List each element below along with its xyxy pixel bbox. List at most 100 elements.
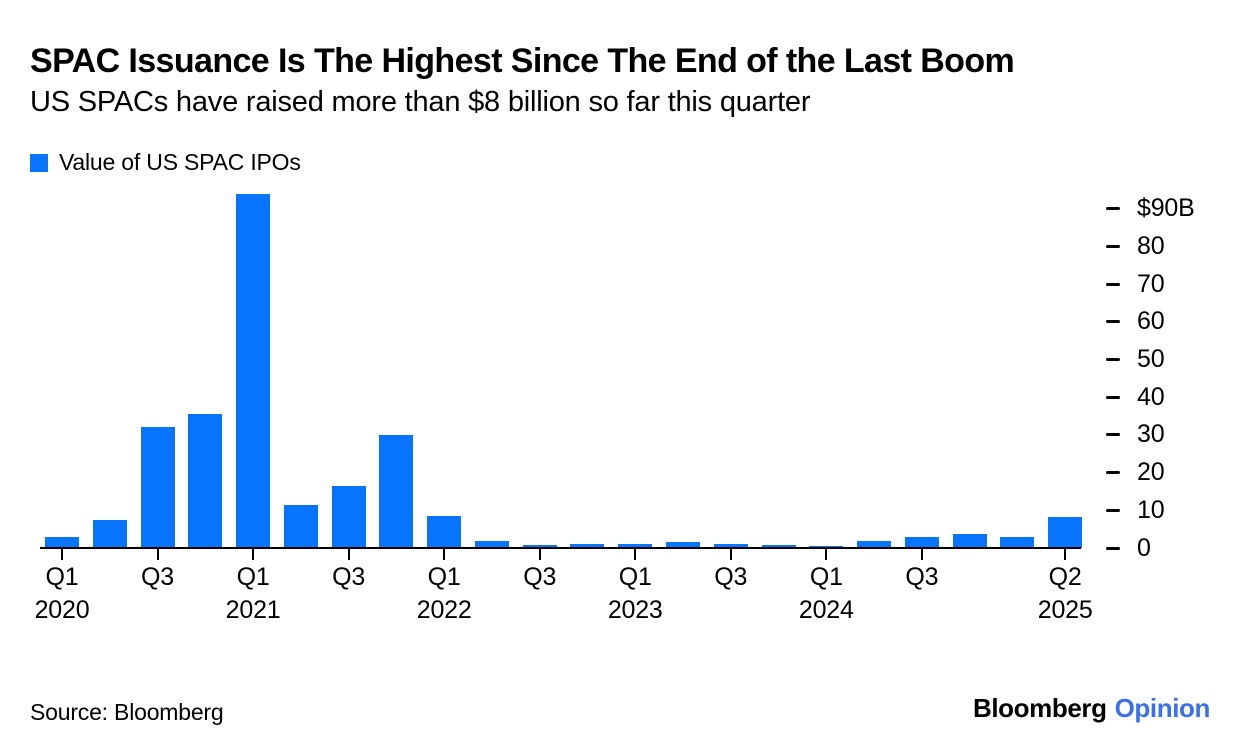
x-axis-line	[40, 547, 1081, 549]
y-axis-tick-80: 80	[1106, 231, 1165, 261]
bar-q4-2023	[761, 545, 796, 548]
y-axis-tick-label: 30	[1137, 420, 1165, 449]
x-axis-label-quarter: Q3	[714, 563, 748, 591]
source-note: Source: Bloomberg	[30, 699, 224, 725]
x-axis-label-q3: Q3	[485, 561, 595, 594]
x-axis-label-quarter: Q1	[618, 563, 652, 591]
x-axis-label-quarter: Q3	[141, 563, 174, 591]
y-axis-tick-label: 70	[1137, 269, 1165, 298]
bar-q3-2023	[713, 543, 748, 548]
y-axis-tick-90: $90B	[1106, 194, 1195, 224]
y-axis-tick-label: 0	[1137, 533, 1151, 562]
x-axis-tick	[443, 549, 446, 560]
y-axis-tick-dash	[1106, 244, 1120, 248]
logo-opinion: Opinion	[1114, 693, 1211, 723]
bar-q1-2021	[236, 193, 271, 548]
x-axis-label-quarter: Q3	[905, 563, 939, 591]
x-axis-label-q3: Q3	[103, 561, 213, 594]
x-axis-tick	[538, 549, 541, 560]
x-axis-label-year: 2021	[225, 596, 281, 624]
y-axis-tick-dash	[1106, 508, 1120, 512]
chart-title: SPAC Issuance Is The Highest Since The E…	[30, 42, 1015, 80]
x-axis-tick	[1064, 549, 1067, 560]
y-axis-tick-label: 60	[1137, 307, 1165, 336]
logo-bloomberg: Bloomberg	[972, 693, 1107, 723]
x-axis-label-quarter: Q1	[236, 563, 270, 591]
y-axis-tick-70: 70	[1106, 269, 1165, 299]
y-axis-tick-dash	[1106, 471, 1120, 475]
x-axis-label-quarter: Q3	[332, 563, 366, 591]
y-axis-tick-0: 0	[1106, 533, 1151, 563]
y-axis-tick-10: 10	[1106, 495, 1165, 525]
y-axis-tick-30: 30	[1106, 420, 1165, 450]
x-axis-label-year: 2024	[798, 596, 854, 624]
x-axis-label-q3: Q3	[294, 561, 404, 594]
bar-q1-2022	[427, 515, 462, 548]
bar-q4-2021	[379, 434, 414, 548]
x-axis-label-quarter: Q1	[427, 563, 461, 591]
bar-q2-2022	[474, 541, 509, 548]
y-axis-tick-dash	[1106, 358, 1120, 361]
bar-q4-2024	[952, 534, 987, 548]
x-axis-label-year: 2020	[34, 596, 90, 624]
bar-q1-2023	[618, 543, 653, 548]
y-axis-tick-label: 20	[1137, 458, 1165, 487]
x-axis-label-q1-2020: Q1 2020	[7, 561, 117, 627]
x-axis-label-q1-2022: Q1 2022	[389, 561, 499, 627]
legend-label: Value of US SPAC IPOs	[59, 149, 301, 175]
y-axis-tick-dash	[1106, 207, 1120, 211]
x-axis-label-year: 2025	[1037, 596, 1093, 624]
x-axis-tick	[634, 549, 637, 560]
bar-q2-2023	[666, 542, 700, 548]
x-axis-label-q1-2024: Q1 2024	[771, 561, 881, 627]
x-axis-label-q2-2025: Q2 2025	[1010, 561, 1120, 627]
x-axis-tick	[252, 549, 255, 560]
y-axis-tick-label: $90B	[1137, 194, 1195, 223]
bar-q1-2020	[45, 536, 79, 548]
x-axis-tick	[825, 549, 828, 560]
y-axis-tick-label: 80	[1137, 231, 1165, 260]
x-axis-tick	[347, 549, 350, 560]
legend-swatch	[30, 153, 48, 172]
y-axis-tick-label: 40	[1137, 382, 1165, 411]
y-axis-tick-50: 50	[1106, 345, 1165, 375]
x-axis-label-year: 2023	[607, 596, 663, 624]
x-axis-label-q3: Q3	[676, 561, 786, 594]
bar-q3-2020	[140, 427, 175, 548]
x-axis-label-year: 2022	[416, 596, 472, 624]
bar-q3-2021	[331, 485, 366, 548]
y-axis-tick-label: 50	[1137, 345, 1165, 373]
bar-q2-2024	[857, 541, 892, 548]
x-axis-label-quarter: Q1	[45, 563, 79, 591]
bar-q2-2025	[1048, 516, 1083, 548]
y-axis-tick-label: 10	[1137, 495, 1165, 524]
bar-q2-2021	[283, 504, 318, 548]
x-axis-label-quarter: Q3	[523, 563, 557, 591]
bar-q2-2020	[92, 519, 127, 548]
chart-subtitle: US SPACs have raised more than $8 billio…	[30, 86, 811, 118]
bar-q4-2020	[188, 414, 223, 548]
bar-q4-2022	[570, 543, 605, 548]
x-axis-tick	[729, 549, 732, 560]
bar-q3-2022	[522, 544, 557, 548]
y-axis-tick-dash	[1106, 546, 1120, 550]
x-axis-label-q3: Q3	[867, 561, 977, 594]
bar-q1-2025	[1000, 537, 1035, 548]
x-axis-tick	[61, 549, 63, 560]
bar-q3-2024	[904, 537, 939, 548]
x-axis-label-q1-2021: Q1 2021	[198, 561, 308, 627]
y-axis-tick-dash	[1106, 395, 1120, 399]
x-axis-label-quarter: Q2	[1048, 563, 1082, 591]
y-axis-tick-dash	[1106, 282, 1120, 286]
y-axis-tick-dash	[1106, 433, 1120, 437]
y-axis-tick-60: 60	[1106, 307, 1165, 337]
bloomberg-opinion-logo: Bloomberg Opinion	[973, 693, 1210, 724]
x-axis-tick	[920, 549, 923, 560]
x-axis-tick	[156, 549, 159, 560]
y-axis-tick-dash	[1106, 320, 1120, 324]
x-axis-label-q1-2023: Q1 2023	[580, 561, 690, 627]
legend: Value of US SPAC IPOs	[30, 149, 301, 176]
x-axis-label-quarter: Q1	[809, 563, 843, 591]
